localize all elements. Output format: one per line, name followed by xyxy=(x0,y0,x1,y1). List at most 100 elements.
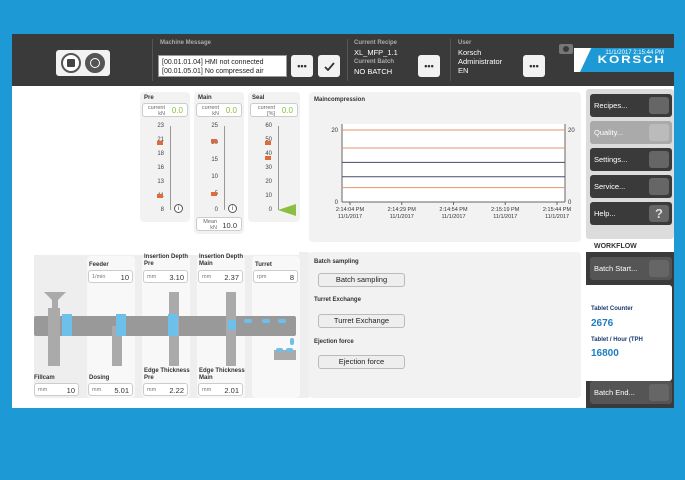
tablet-counter-label: Tablet Counter xyxy=(591,306,633,312)
limit-marker xyxy=(157,141,163,145)
fillcam-value: 10 xyxy=(66,386,75,395)
dosing-label: Dosing xyxy=(89,375,110,381)
tablet-counter-value: 2676 xyxy=(591,318,614,329)
insertion-pre-field[interactable]: mm 3.10 xyxy=(143,270,188,283)
stop-button[interactable] xyxy=(61,53,81,73)
gauge-scale xyxy=(170,126,178,210)
tick-label: 23 xyxy=(157,123,164,129)
die-table xyxy=(34,316,296,336)
tablet-in-die xyxy=(228,320,236,330)
batch-end-button[interactable]: Batch End... xyxy=(590,381,672,404)
ejection-force-button[interactable]: Ejection force xyxy=(318,355,405,369)
edge-pre-value: 2.22 xyxy=(169,386,184,395)
gauge-title: Seal xyxy=(252,95,265,101)
tick-label: 40 xyxy=(265,151,272,157)
machine-message-list[interactable]: [00.01.01.04] HMI not connected [00.01.0… xyxy=(158,55,287,77)
tick-label: 30 xyxy=(265,165,272,171)
x-tick-label: 11/1/2017 xyxy=(545,214,569,220)
workflow-label: WORKFLOW xyxy=(594,243,637,250)
feeder-label: Feeder xyxy=(89,262,109,268)
gauge-title: Pre xyxy=(144,95,154,101)
fill-hopper xyxy=(44,292,66,308)
tick-label: 8 xyxy=(160,207,164,213)
dosing-rod xyxy=(112,326,122,366)
dosing-field[interactable]: mm 5.01 xyxy=(88,383,133,396)
turret-label: Turret xyxy=(255,262,272,268)
tick-label: 20 xyxy=(265,179,272,185)
gauge-current-label: current kN xyxy=(147,105,165,117)
y-tick-label: 0 xyxy=(335,200,339,206)
edge-main-field[interactable]: mm 2.01 xyxy=(198,383,243,396)
insertion-main-field[interactable]: mm 2.37 xyxy=(198,270,243,283)
user-more-button[interactable]: ••• xyxy=(523,55,545,77)
tick-label: 50 xyxy=(265,137,272,143)
info-icon[interactable]: i xyxy=(174,204,183,213)
gauge-seal: Seal current [%] 0.0 60 50 40 30 20 10 0 xyxy=(248,92,300,222)
current-recipe-value: XL_MFP_1.1 xyxy=(354,48,398,57)
camera-icon[interactable] xyxy=(559,44,573,54)
powder-level xyxy=(116,314,126,336)
sidebar-item-settings[interactable]: Settings... xyxy=(590,148,672,171)
tick-label: 18 xyxy=(157,151,164,157)
finish-flag-icon xyxy=(649,384,669,401)
machine-control-group xyxy=(56,50,110,76)
chart-title: Maincompression xyxy=(314,97,366,103)
run-icon xyxy=(90,58,100,68)
limit-marker xyxy=(211,139,217,143)
limit-marker xyxy=(265,141,271,145)
header-bar: Machine Message [00.01.01.04] HMI not co… xyxy=(12,34,674,86)
help-icon: ? xyxy=(649,205,669,222)
tick-label: 16 xyxy=(157,165,164,171)
tick-label: 15 xyxy=(211,157,218,163)
gauge-mean-box: Mean kN 10.0 xyxy=(196,217,242,231)
acknowledge-button[interactable] xyxy=(318,55,340,77)
user-role: Administrator xyxy=(458,57,503,66)
recipe-more-button[interactable]: ••• xyxy=(418,55,440,77)
diamond-icon xyxy=(649,124,669,141)
turret-value: 8 xyxy=(289,273,294,282)
sidebar-item-quality[interactable]: Quality... xyxy=(590,121,672,144)
batch-sampling-button[interactable]: Batch sampling xyxy=(318,273,405,287)
sidebar: Recipes... Quality... Settings... Servic… xyxy=(586,86,674,408)
message-more-button[interactable]: ••• xyxy=(291,55,313,77)
maincompression-panel: Maincompression 20 20 0 0 2:14:04 PM 11/1/201… xyxy=(309,92,581,242)
limit-marker xyxy=(265,156,271,160)
message-line: [00.01.01.04] HMI not connected xyxy=(162,59,264,66)
run-button[interactable] xyxy=(85,53,105,73)
insertion-pre-label: Insertion Depth Pre xyxy=(144,254,189,267)
user-name: Korsch xyxy=(458,48,482,57)
feeder-field[interactable]: 1/min 10 xyxy=(88,270,133,283)
tablet xyxy=(276,348,283,352)
tick-label: 10 xyxy=(265,193,272,199)
powder-level xyxy=(62,314,72,336)
gauge-mean-value: 10.0 xyxy=(222,221,237,230)
info-icon[interactable]: i xyxy=(228,204,237,213)
batch-start-button[interactable]: Batch Start... xyxy=(590,257,672,280)
y-tick-label: 20 xyxy=(331,128,338,134)
powder-level xyxy=(168,314,178,336)
limit-marker xyxy=(211,192,217,196)
tablet xyxy=(262,319,270,323)
brand-name: KORSCH xyxy=(597,54,666,66)
insertion-main-value: 2.37 xyxy=(224,273,239,282)
gauge-current-label: current [%] xyxy=(257,105,275,117)
gauge-pre: Pre current kN 0.0 23 21 18 16 13 11 8 i xyxy=(140,92,190,222)
sidebar-item-recipes[interactable]: Recipes... xyxy=(590,94,672,117)
gauge-scale xyxy=(224,126,232,210)
fillcam-field[interactable]: mm 10 xyxy=(34,383,79,396)
x-tick-label: 11/1/2017 xyxy=(390,214,414,220)
gauge-current-box: current [%] 0.0 xyxy=(250,103,298,117)
press-diagram xyxy=(34,292,296,366)
turret-exchange-button[interactable]: Turret Exchange xyxy=(318,314,405,328)
turret-field[interactable]: rpm 8 xyxy=(253,270,298,283)
x-tick-label: 11/1/2017 xyxy=(493,214,517,220)
sidebar-item-service[interactable]: Service... xyxy=(590,175,672,198)
tablet xyxy=(290,338,294,345)
actions-panel: Batch sampling Batch sampling Turret Exc… xyxy=(309,252,581,398)
edge-main-value: 2.01 xyxy=(224,386,239,395)
edge-pre-field[interactable]: mm 2.22 xyxy=(143,383,188,396)
message-line: [00.01.05.01] No compressed air xyxy=(162,68,264,75)
sidebar-item-help[interactable]: Help...? xyxy=(590,202,672,225)
tick-label: 0 xyxy=(268,207,272,213)
x-tick-label: 2:14:29 PM xyxy=(388,207,417,213)
